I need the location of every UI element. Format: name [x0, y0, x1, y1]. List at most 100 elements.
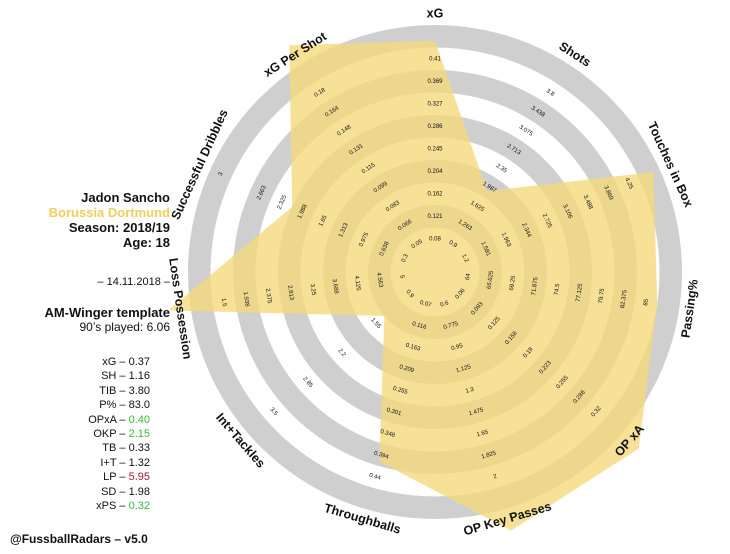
stat-row: OKP – 2.15 [0, 427, 150, 441]
stat-label: SH – [101, 370, 129, 383]
tick-label: 1.581 [479, 241, 491, 258]
tick-label: 1.2 [460, 253, 469, 264]
tick-label: 2.325 [277, 194, 289, 211]
tick-label: 3.488 [582, 194, 594, 211]
tick-label: 74.5 [554, 283, 562, 296]
tick-label: 2 [493, 474, 499, 481]
tick-label: 1.963 [500, 232, 512, 249]
stat-value: 0.37 [128, 356, 150, 368]
tick-label: 0.775 [443, 321, 460, 331]
tick-label: 1.938 [242, 291, 250, 307]
stat-value: 0.40 [128, 413, 150, 426]
player-name: Jadon Sancho [81, 190, 170, 205]
tick-label: 3.8 [545, 88, 556, 98]
stat-label: OPxA – [88, 413, 129, 426]
axis-label: Passing% [679, 278, 701, 338]
tick-label: 2.2 [336, 348, 346, 359]
tick-label: 0.369 [427, 79, 443, 85]
stat-value: 3.80 [128, 384, 150, 397]
stat-row: LP – 5.95 [0, 470, 150, 484]
stat-row: SH – 1.16 [0, 369, 150, 383]
tick-label: 0.255 [392, 386, 409, 396]
tick-label: 5 [398, 275, 405, 280]
tick-label: 4.25 [623, 177, 634, 191]
tick-label: 0.121 [427, 214, 443, 220]
stat-label: I+T – [100, 456, 129, 469]
axis-label: xG [427, 6, 444, 20]
player-age: Age: 18 [123, 235, 170, 250]
stat-row: TB – 0.33 [0, 441, 150, 455]
tick-label: 1.3 [465, 387, 475, 395]
stat-value: 5.95 [128, 471, 150, 484]
stat-label: SD – [101, 485, 129, 498]
tick-label: 0.44 [368, 473, 382, 482]
tick-label: 0.95 [451, 343, 465, 352]
stat-label: P% – [99, 399, 129, 412]
tick-label: 1.475 [468, 407, 485, 417]
stats-list: xG – 0.37 SH – 1.16 TIB – 3.80 P% – 83.0 OPx… [0, 355, 150, 513]
tick-label: 66.625 [486, 270, 495, 290]
tick-label: 0.6 [440, 300, 450, 308]
tick-label: 0.638 [379, 240, 391, 257]
tick-label: 1.125 [456, 364, 473, 374]
tick-label: 0.9 [404, 289, 414, 300]
stat-label: xPS – [96, 500, 129, 513]
tick-label: 0.286 [427, 124, 443, 130]
tick-label: 2.35 [495, 163, 509, 175]
tick-label: 0.162 [427, 191, 443, 197]
stat-row: xG – 0.37 [0, 355, 150, 369]
tick-label: 0.163 [405, 343, 422, 353]
tick-label: 0.08 [429, 236, 441, 242]
stat-label: TIB – [99, 384, 129, 397]
tick-label: 3 [218, 171, 225, 177]
stat-value: 83.0 [128, 399, 150, 412]
tick-label: 77.125 [576, 283, 585, 303]
stat-value: 2.15 [128, 428, 150, 441]
tick-label: 0.209 [398, 364, 415, 374]
stat-label: TB – [102, 442, 129, 455]
stat-value: 1.32 [128, 456, 150, 469]
tick-label: 4.125 [353, 275, 361, 291]
tick-label: 1.65 [476, 429, 490, 438]
tick-label: 3.106 [561, 204, 573, 221]
tick-label: 64 [465, 272, 472, 280]
tick-label: 0.116 [411, 321, 427, 331]
tick-label: 0.3 [401, 253, 410, 264]
tick-label: 0.05 [411, 238, 425, 250]
tick-label: 2.344 [520, 222, 532, 239]
stat-row: SD – 1.98 [0, 485, 150, 499]
report-date: – 14.11.2018 – [97, 276, 170, 288]
stat-value: 1.16 [128, 370, 150, 383]
tick-label: 3.688 [331, 279, 339, 295]
tick-label: 4.563 [375, 272, 383, 288]
tick-label: 3.5 [268, 407, 278, 418]
tick-label: 0.41 [429, 56, 441, 62]
tick-label: 0.348 [379, 429, 396, 439]
tick-label: 0.245 [427, 146, 443, 152]
minutes-played: 90’s played: 6.06 [79, 320, 170, 334]
stat-value: 0.32 [128, 500, 150, 513]
tick-label: 82.375 [620, 289, 629, 309]
tick-label: 85 [643, 298, 650, 306]
radar-fill-area [168, 40, 658, 531]
tick-label: 0.9 [448, 240, 459, 250]
stat-row: OPxA – 0.40 [0, 413, 150, 427]
tick-label: 1.65 [318, 214, 329, 228]
player-club: Borussia Dortmund [48, 205, 170, 220]
player-info: Jadon Sancho Borussia Dortmund Season: 2… [0, 190, 170, 250]
tick-label: 0.975 [358, 231, 370, 248]
stat-value: 1.98 [128, 485, 150, 498]
player-season: Season: 2018/19 [68, 220, 170, 235]
tick-label: 2.663 [256, 184, 268, 201]
stat-row: xPS – 0.32 [0, 499, 150, 513]
stat-row: I+T – 1.32 [0, 456, 150, 470]
tick-label: 1.988 [297, 203, 309, 220]
stat-row: P% – 83.0 [0, 398, 150, 412]
tick-label: 2.813 [286, 285, 294, 301]
tick-label: 1.313 [338, 222, 350, 239]
stat-label: LP – [103, 471, 129, 484]
tick-label: 1.825 [481, 450, 498, 460]
tick-label: 0.204 [427, 169, 443, 175]
tick-label: 0.18 [313, 87, 327, 99]
